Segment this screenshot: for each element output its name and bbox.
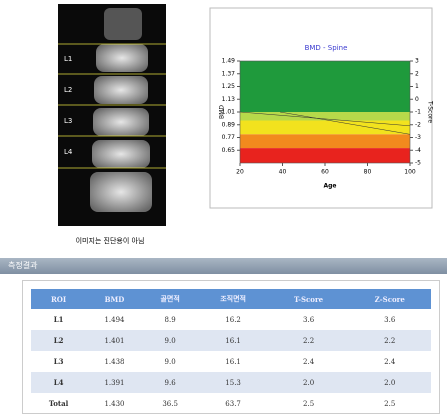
y-tick-label: 0.89: [222, 121, 236, 128]
section-bar: 측정결과: [0, 258, 447, 274]
table-cell: L1: [31, 309, 86, 330]
risk-band: [240, 121, 410, 135]
y2-tick-label: -2: [415, 121, 421, 128]
table-cell: 2.5: [269, 393, 349, 414]
table-cell: 15.3: [197, 372, 268, 393]
y2-axis-label: T-Score: [427, 100, 434, 123]
risk-band: [240, 148, 410, 163]
table-cell: Total: [31, 393, 86, 414]
y-tick-label: 1.25: [222, 83, 236, 90]
table-cell: 1.391: [86, 372, 143, 393]
image-caption: 이미지는 진단용이 아님: [76, 236, 145, 245]
table-cell: 1.438: [86, 351, 143, 372]
table-cell: L3: [31, 351, 86, 372]
y-tick-label: 0.77: [222, 134, 236, 141]
y2-tick-label: -5: [415, 160, 421, 167]
table-cell: 2.0: [348, 372, 431, 393]
table-cell: 63.7: [197, 393, 268, 414]
table-cell: 9.0: [143, 330, 198, 351]
table-cell: 2.2: [348, 330, 431, 351]
y-tick-label: 1.13: [222, 96, 236, 103]
roi-label: L4: [64, 148, 73, 156]
table-cell: L2: [31, 330, 86, 351]
table-cell: 2.4: [348, 351, 431, 372]
y-tick-label: 1.37: [222, 70, 236, 77]
x-tick-label: 80: [364, 169, 372, 176]
y2-tick-label: 3: [415, 58, 419, 65]
roi-label: L1: [64, 55, 72, 63]
y2-tick-label: -4: [415, 147, 421, 154]
x-tick-label: 20: [236, 169, 244, 176]
table-cell: 2.2: [269, 330, 349, 351]
header-cell: BMD: [86, 289, 143, 309]
roi-label: L2: [64, 86, 72, 94]
roi-label: L3: [64, 117, 72, 125]
header-cell: Z-Score: [348, 289, 431, 309]
header-cell: T-Score: [269, 289, 349, 309]
top-panel: 이미지는 진단용이 아님 BMD - Spine Age BMD T-Score…: [0, 0, 447, 256]
header-cell: ROI: [31, 289, 86, 309]
x-tick-label: 40: [279, 169, 287, 176]
risk-band: [240, 61, 410, 112]
risk-band: [240, 134, 410, 148]
y2-tick-label: -3: [415, 134, 421, 141]
y-tick-label: 1.01: [222, 109, 236, 116]
table-cell: 16.1: [197, 330, 268, 351]
table-cell: 2.4: [269, 351, 349, 372]
table-cell: L4: [31, 372, 86, 393]
table-cell: 36.5: [143, 393, 198, 414]
header-cell: 조직면적: [197, 289, 268, 309]
table-cell: 16.1: [197, 351, 268, 372]
table-cell: 8.9: [143, 309, 198, 330]
table-cell: 1.430: [86, 393, 143, 414]
table-cell: 3.6: [269, 309, 349, 330]
header-cell: 골면적: [143, 289, 198, 309]
table-cell: 16.2: [197, 309, 268, 330]
y2-tick-label: 2: [415, 70, 419, 77]
x-tick-label: 60: [321, 169, 329, 176]
table-cell: 1.494: [86, 309, 143, 330]
page: 이미지는 진단용이 아님 BMD - Spine Age BMD T-Score…: [0, 0, 447, 419]
table-cell: 9.6: [143, 372, 198, 393]
y2-tick-label: -1: [415, 109, 421, 116]
chart-title: BMD - Spine: [305, 44, 348, 52]
table-cell: 3.6: [348, 309, 431, 330]
risk-band: [240, 112, 410, 121]
section-title: 측정결과: [8, 261, 37, 270]
y2-tick-label: 0: [415, 96, 419, 103]
table-cell: 2.5: [348, 393, 431, 414]
x-axis-label: Age: [323, 183, 336, 190]
y-tick-label: 0.65: [222, 147, 236, 154]
table-cell: 1.401: [86, 330, 143, 351]
table-cell: 2.0: [269, 372, 349, 393]
y-tick-label: 1.49: [222, 58, 236, 65]
y2-tick-label: 1: [415, 83, 419, 90]
table-cell: 9.0: [143, 351, 198, 372]
x-tick-label: 100: [404, 169, 416, 176]
